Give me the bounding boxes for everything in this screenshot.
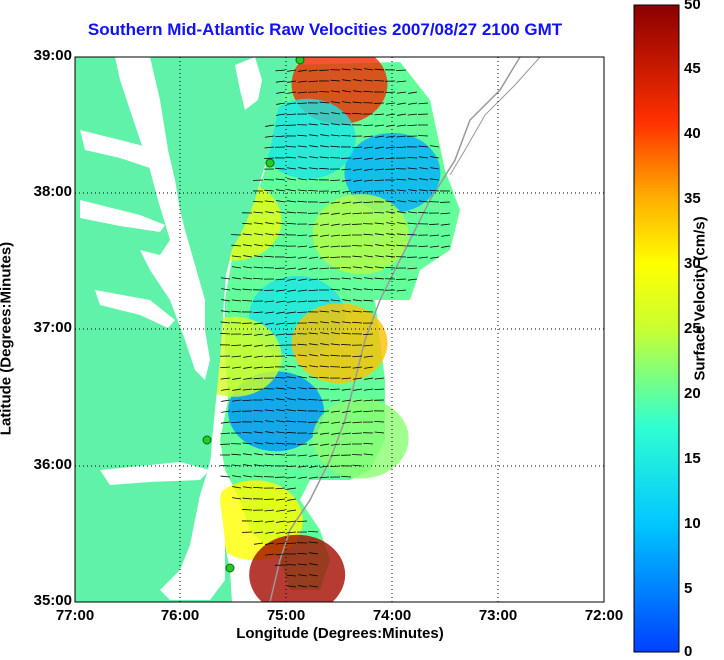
y-tick-label: 39:00 <box>14 47 72 64</box>
x-tick-label: 74:00 <box>362 607 422 624</box>
velocity-arrow <box>253 201 263 202</box>
velocity-arrow <box>275 454 285 455</box>
velocity-arrow <box>319 91 329 92</box>
y-tick-label: 37:00 <box>14 319 72 336</box>
x-tick-label: 76:00 <box>150 607 210 624</box>
velocity-arrow <box>253 410 263 411</box>
velocity-arrow <box>319 300 329 301</box>
x-tick-label: 77:00 <box>45 607 105 624</box>
x-axis-label: Longitude (Degrees:Minutes) <box>180 625 500 642</box>
velocity-arrow <box>286 146 296 147</box>
velocity-arrow <box>385 190 395 191</box>
colorbar-tick-label: 5 <box>684 580 714 597</box>
radar-station <box>266 159 274 167</box>
colorbar-gradient <box>634 5 679 652</box>
colorbar-tick-label: 0 <box>684 643 714 660</box>
velocity-region <box>313 194 409 274</box>
velocity-arrow <box>242 509 252 510</box>
velocity-arrow <box>418 135 428 136</box>
x-tick-label: 72:00 <box>574 607 634 624</box>
y-tick-label: 38:00 <box>14 183 72 200</box>
y-tick-label: 36:00 <box>14 456 72 473</box>
y-axis-label: Latitude (Degrees:Minutes) <box>0 229 15 449</box>
colorbar-tick-label: 50 <box>684 0 714 13</box>
x-tick-label: 73:00 <box>468 607 528 624</box>
velocity-arrow <box>308 399 318 400</box>
velocity-region <box>292 303 388 383</box>
velocity-arrow <box>374 80 384 81</box>
velocity-arrow <box>374 289 384 290</box>
x-tick-label: 75:00 <box>256 607 316 624</box>
colorbar-title: Surface Velocity (cm/s) <box>692 189 709 409</box>
colorbar-tick-label: 40 <box>684 125 714 142</box>
colorbar-tick-label: 15 <box>684 450 714 467</box>
velocity-arrow <box>341 135 351 136</box>
colorbar-tick-label: 10 <box>684 515 714 532</box>
velocity-arrow <box>275 245 285 246</box>
velocity-arrow <box>407 234 417 235</box>
velocity-arrow <box>220 465 230 466</box>
velocity-arrow <box>286 355 296 356</box>
velocity-region <box>249 535 345 615</box>
radar-station <box>203 436 211 444</box>
colorbar-tick-label: 45 <box>684 60 714 77</box>
velocity-arrow <box>352 245 362 246</box>
radar-station <box>226 564 234 572</box>
velocity-arrow <box>242 300 252 301</box>
velocity-arrow <box>308 190 318 191</box>
velocity-arrow <box>341 344 351 345</box>
